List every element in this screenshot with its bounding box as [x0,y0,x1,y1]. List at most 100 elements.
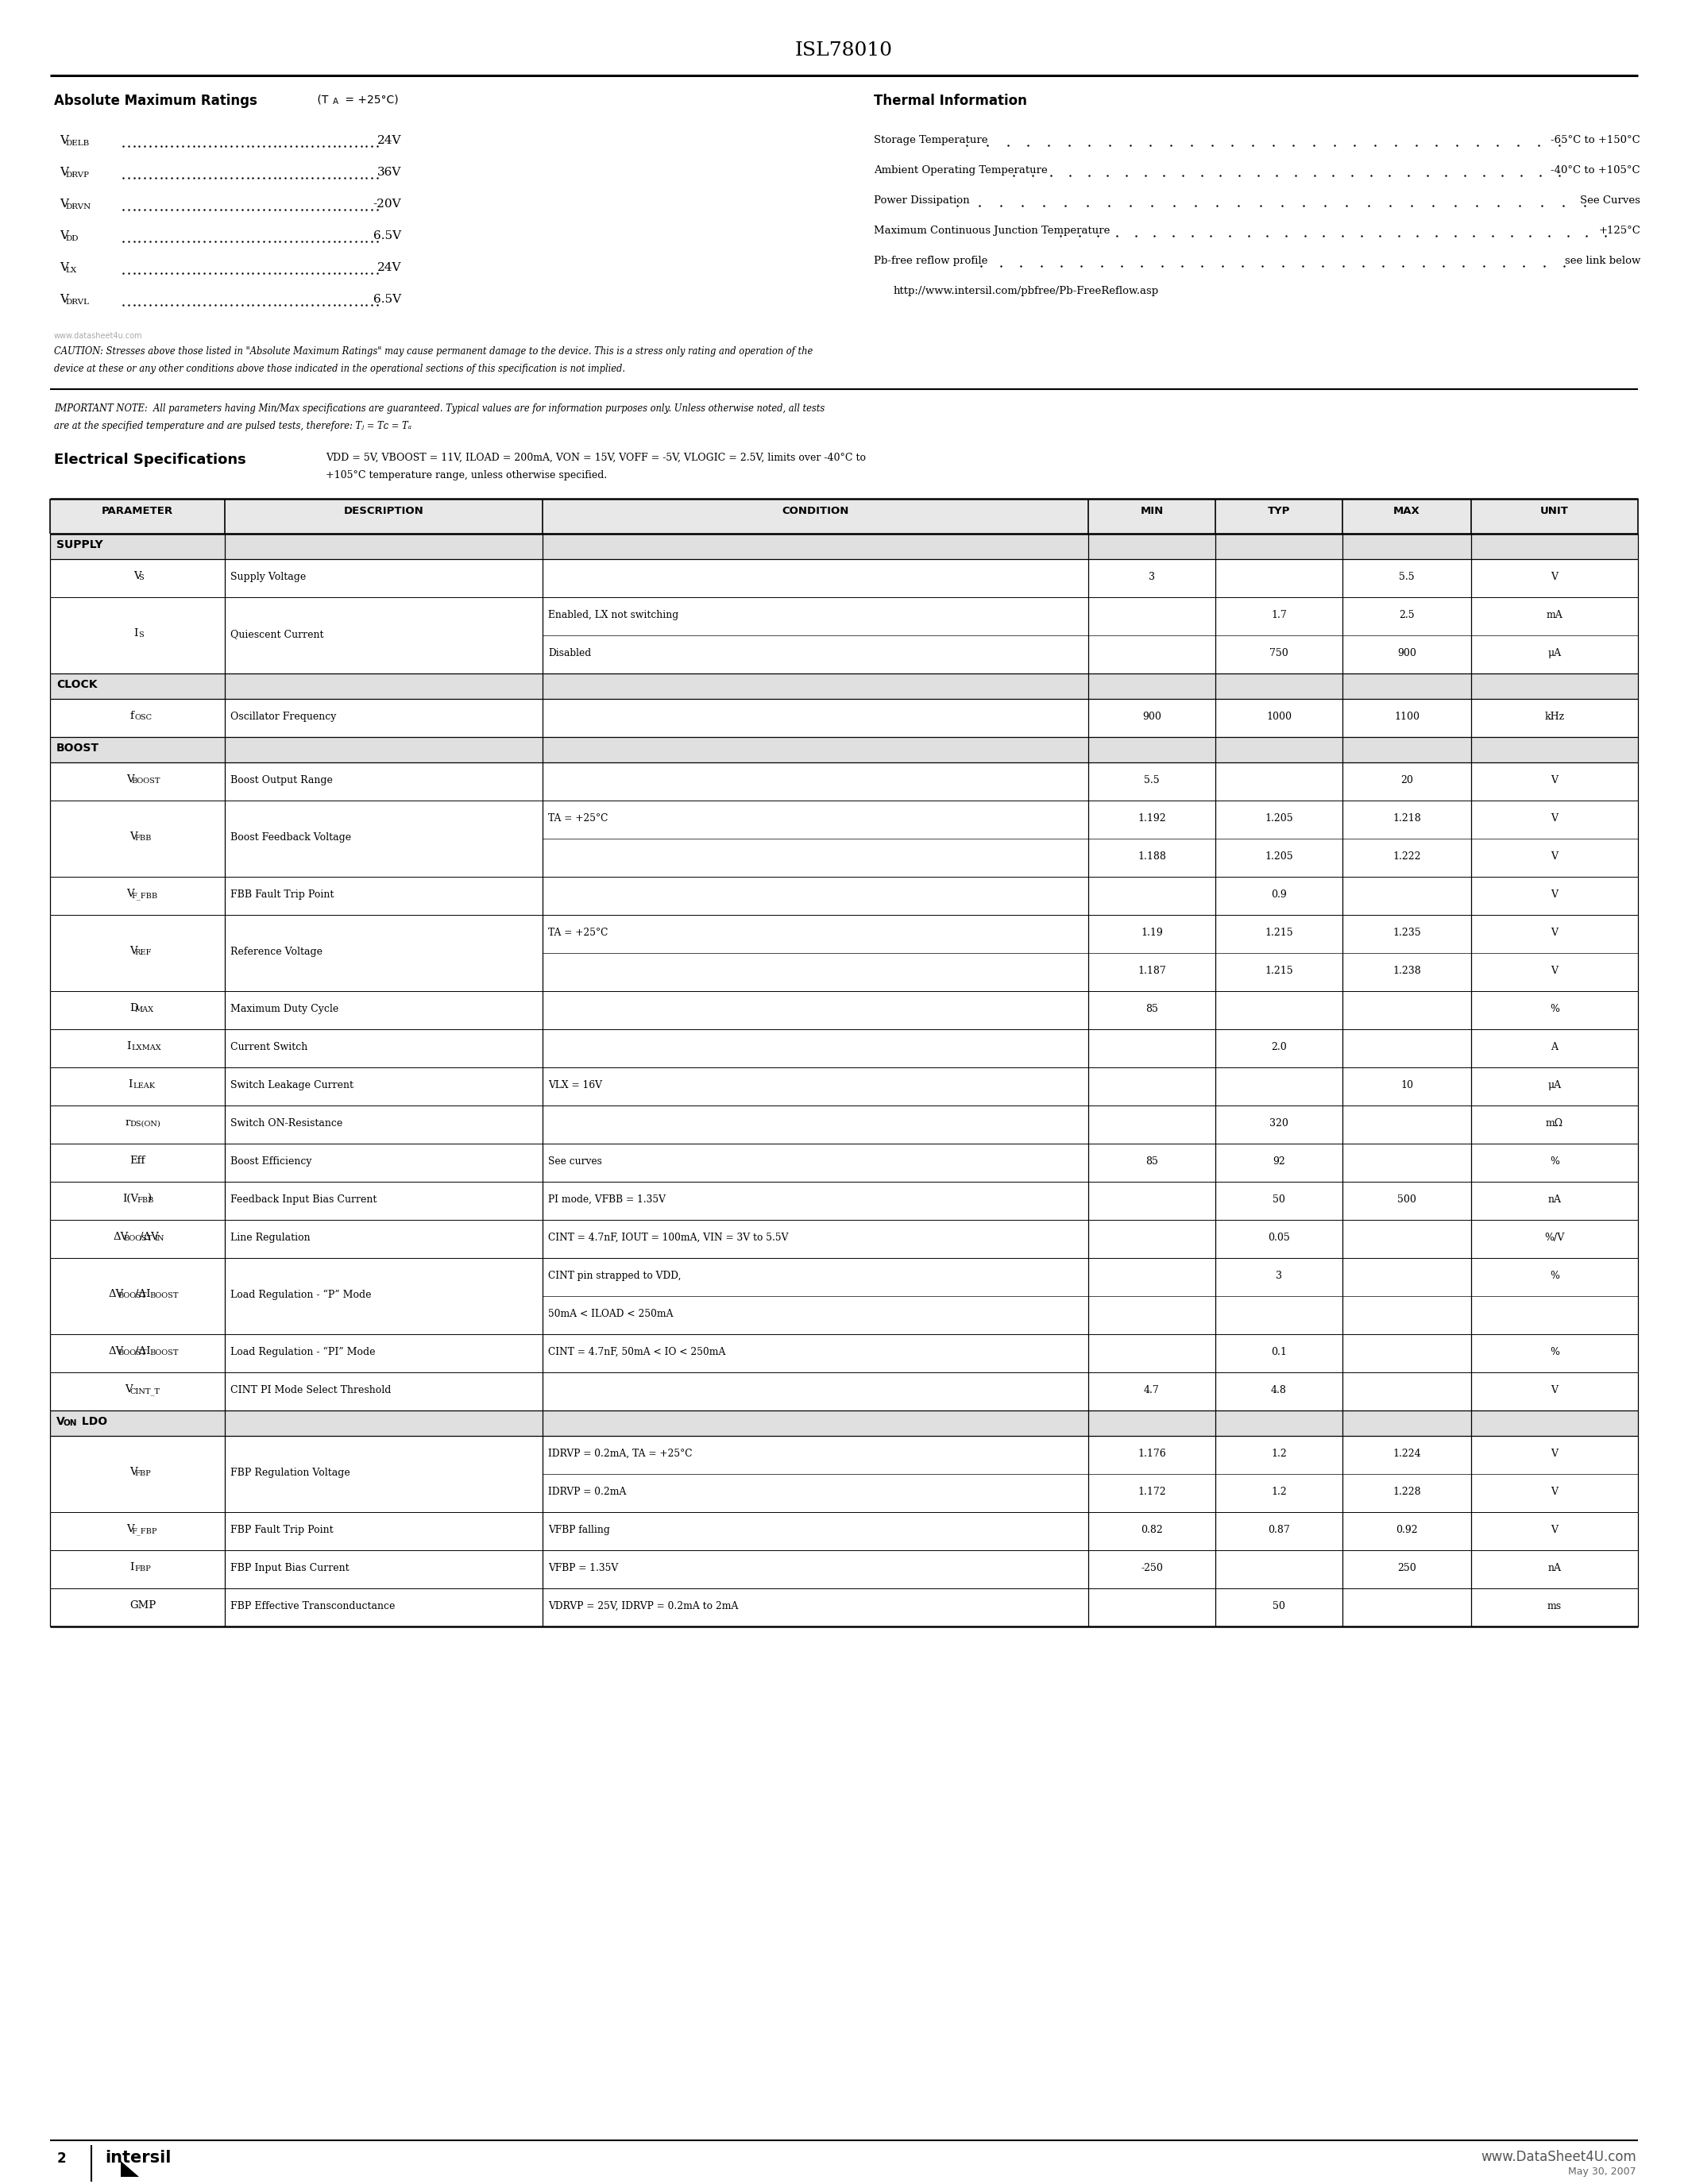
Text: DRVN: DRVN [66,203,91,210]
Text: 0.05: 0.05 [1268,1232,1290,1243]
Text: 5.5: 5.5 [1144,775,1160,786]
Text: 0.1: 0.1 [1271,1348,1286,1356]
Text: ): ) [147,1195,152,1203]
Text: MAX: MAX [1393,507,1420,515]
Text: 6.5V: 6.5V [373,295,402,306]
Text: Storage Temperature: Storage Temperature [874,135,987,146]
Text: μA: μA [1548,649,1561,657]
Text: Boost Feedback Voltage: Boost Feedback Voltage [230,832,351,843]
Text: See Curves: See Curves [1580,194,1641,205]
Text: PARAMETER: PARAMETER [101,507,174,515]
Text: +105°C temperature range, unless otherwise specified.: +105°C temperature range, unless otherwi… [326,470,608,480]
Text: 1.222: 1.222 [1393,852,1421,863]
Text: S: S [138,631,143,638]
Text: 750: 750 [1269,649,1288,657]
Text: Thermal Information: Thermal Information [874,94,1026,107]
Text: %: % [1550,1155,1560,1166]
Text: V: V [1551,965,1558,976]
Text: OSC: OSC [135,714,152,721]
Text: -40°C to +105°C: -40°C to +105°C [1551,166,1641,175]
Text: CONDITION: CONDITION [782,507,849,515]
Text: %: % [1550,1005,1560,1013]
Text: 1100: 1100 [1394,712,1420,723]
Text: Current Switch: Current Switch [230,1042,307,1053]
Text: +125°C: +125°C [1599,225,1641,236]
Text: %: % [1550,1348,1560,1356]
Text: MAX: MAX [135,1007,154,1013]
Text: FBB: FBB [137,1197,154,1203]
Text: A: A [1551,1042,1558,1053]
Text: intersil: intersil [105,2149,170,2167]
Text: 250: 250 [1398,1564,1416,1572]
Text: 2: 2 [57,2151,66,2167]
Text: 1.235: 1.235 [1393,928,1421,937]
Text: 1.176: 1.176 [1138,1448,1166,1459]
Text: Load Regulation - “P” Mode: Load Regulation - “P” Mode [230,1291,371,1299]
Text: 1.192: 1.192 [1138,812,1166,823]
Text: 1.19: 1.19 [1141,928,1163,937]
Text: Supply Voltage: Supply Voltage [230,572,306,583]
Text: LEAK: LEAK [133,1083,155,1090]
Text: 85: 85 [1146,1155,1158,1166]
Text: Maximum Duty Cycle: Maximum Duty Cycle [230,1005,339,1013]
Text: CINT = 4.7nF, 50mA < IO < 250mA: CINT = 4.7nF, 50mA < IO < 250mA [549,1348,726,1356]
Text: 1.187: 1.187 [1138,965,1166,976]
Text: kHz: kHz [1545,712,1565,723]
Text: V: V [1551,928,1558,937]
Text: V: V [59,262,68,273]
Text: CINT_T: CINT_T [130,1387,160,1396]
Text: -20V: -20V [373,199,402,210]
Text: Absolute Maximum Ratings: Absolute Maximum Ratings [54,94,257,107]
Text: %: % [1550,1271,1560,1282]
Text: V: V [59,166,68,177]
Text: www.DataSheet4U.com: www.DataSheet4U.com [1480,2149,1636,2164]
Text: 3: 3 [1148,572,1155,583]
Text: TYP: TYP [1268,507,1290,515]
Text: FBB: FBB [135,834,152,841]
Text: V: V [1551,1448,1558,1459]
Text: V: V [59,229,68,242]
Text: Pb-free reflow profile: Pb-free reflow profile [874,256,987,266]
Bar [51,736,1637,762]
Text: 2.5: 2.5 [1399,609,1415,620]
Text: ΔV: ΔV [113,1232,128,1243]
Text: F_FBB: F_FBB [132,891,159,900]
Text: ΔV: ΔV [108,1289,123,1299]
Text: 4.7: 4.7 [1144,1385,1160,1396]
Text: /ΔI: /ΔI [135,1289,150,1299]
Text: S: S [138,574,143,581]
Text: VDD = 5V, VBOOST = 11V, ILOAD = 200mA, VON = 15V, VOFF = -5V, VLOGIC = 2.5V, lim: VDD = 5V, VBOOST = 11V, ILOAD = 200mA, V… [326,452,866,463]
Text: 36V: 36V [376,166,402,177]
Text: BOOST: BOOST [118,1293,147,1299]
Text: DS(ON): DS(ON) [130,1120,160,1127]
Text: REF: REF [135,950,152,957]
Text: ISL78010: ISL78010 [795,41,893,59]
Text: f: f [130,710,133,721]
Text: FBB Fault Trip Point: FBB Fault Trip Point [230,889,334,900]
Text: V: V [1551,1524,1558,1535]
Text: Ambient Operating Temperature: Ambient Operating Temperature [874,166,1048,175]
Text: LXMAX: LXMAX [132,1044,162,1051]
Text: CLOCK: CLOCK [56,679,98,690]
Text: V: V [130,1468,138,1476]
Text: /ΔV: /ΔV [140,1232,159,1243]
Text: VDRVP = 25V, IDRVP = 0.2mA to 2mA: VDRVP = 25V, IDRVP = 0.2mA to 2mA [549,1601,738,1612]
Text: V: V [1551,775,1558,786]
Text: 1.228: 1.228 [1393,1487,1421,1496]
Bar [51,673,1637,699]
Text: F_FBP: F_FBP [132,1527,157,1535]
Bar [51,498,1637,533]
Text: V: V [59,295,68,306]
Text: 1.205: 1.205 [1264,852,1293,863]
Text: BOOST: BOOST [150,1350,179,1356]
Text: 20: 20 [1401,775,1413,786]
Text: 92: 92 [1273,1155,1285,1166]
Text: V: V [127,889,135,900]
Text: I: I [133,629,137,638]
Text: FBP: FBP [135,1470,152,1476]
Text: Switch Leakage Current: Switch Leakage Current [230,1081,353,1090]
Text: FBP Fault Trip Point: FBP Fault Trip Point [230,1524,333,1535]
Text: V: V [1551,852,1558,863]
Text: V: V [1551,1385,1558,1396]
Text: 0.92: 0.92 [1396,1524,1418,1535]
